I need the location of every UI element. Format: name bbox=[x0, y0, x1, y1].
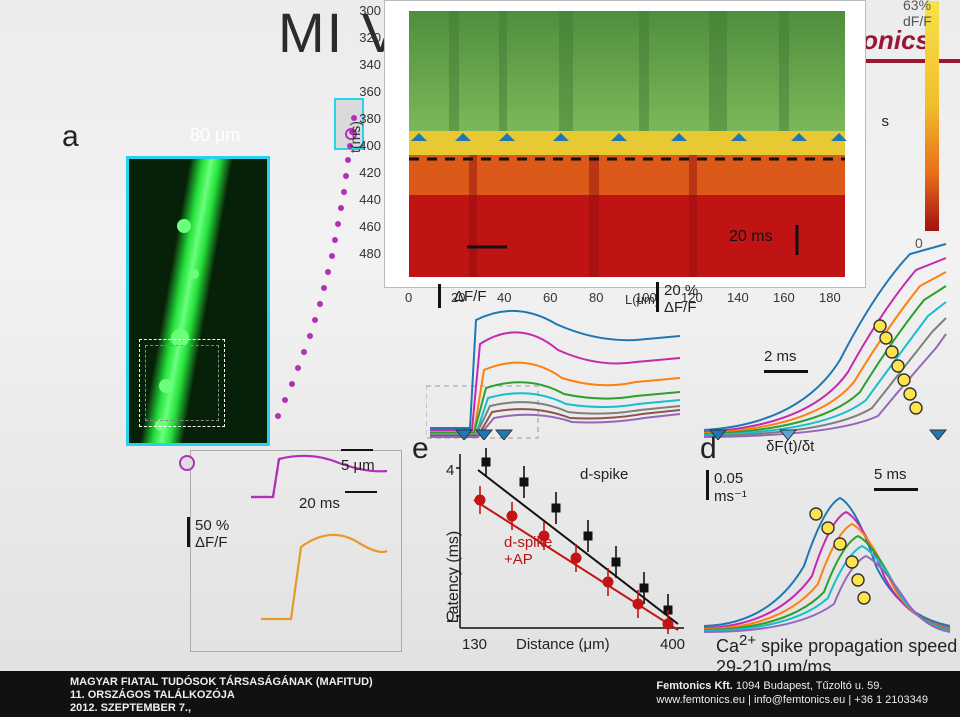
panel-e-label: e bbox=[412, 432, 429, 466]
footer-url: www.femtonics.eu bbox=[656, 694, 745, 706]
heat-ytick: 420 bbox=[355, 165, 381, 180]
panel-d-xbar: 5 ms bbox=[874, 466, 907, 483]
panel-e: e Latency (ms) 4 0 130 400 Distance (μm)… bbox=[412, 438, 692, 658]
dff50-label: 50 % ΔF/F bbox=[195, 517, 229, 551]
dff20-label: 20 % ΔF/F bbox=[664, 282, 698, 316]
s-label: s bbox=[882, 113, 890, 130]
heat-ytick: 340 bbox=[355, 57, 381, 72]
panel-left-traces: 5 μm 20 ms 50 % ΔF/F bbox=[190, 450, 402, 652]
heat-ytick: 320 bbox=[355, 30, 381, 45]
panel-e-ytick-hi: 4 bbox=[446, 462, 454, 479]
dff-axis-label: ΔF/F bbox=[454, 288, 487, 305]
panel-d-title: δF(t)/δt bbox=[766, 438, 814, 455]
caption-sup: 2+ bbox=[739, 632, 756, 649]
footer-left-2: 11. ORSZÁGOS TALÁLKOZÓJA bbox=[70, 689, 373, 702]
scale-20ms: 20 ms bbox=[299, 495, 340, 512]
time-2ms-label: 2 ms bbox=[764, 348, 797, 365]
heat-ytick: 400 bbox=[355, 138, 381, 153]
heat-ytick: 300 bbox=[355, 3, 381, 18]
footer-email: info@femtonics.eu bbox=[754, 694, 845, 706]
heat-ytick: 440 bbox=[355, 192, 381, 207]
traces-panel-1: ΔF/F bbox=[426, 280, 686, 440]
scale-5um: 5 μm bbox=[341, 457, 375, 474]
slide: MI VI Femtonics a 80 μm dF/F t(ms) 300 bbox=[0, 0, 960, 717]
panel-e-xlo: 130 bbox=[462, 636, 487, 653]
heat-ytick: 360 bbox=[355, 84, 381, 99]
panel-d-ybar: 0.05 ms⁻¹ bbox=[714, 470, 747, 505]
heat-ytick: 380 bbox=[355, 111, 381, 126]
panel-e-ytick-lo: 0 bbox=[446, 608, 454, 625]
footer: MAGYAR FIATAL TUDÓSOK TÁRSASÁGÁNAK (MAFI… bbox=[0, 671, 960, 717]
heat-ytick: 460 bbox=[355, 219, 381, 234]
footer-left-3: 2012. SZEPTEMBER 7., bbox=[70, 702, 373, 715]
panel-a-scale: 80 μm bbox=[190, 125, 240, 146]
footer-company: Femtonics Kft. bbox=[656, 680, 732, 692]
footer-right: Femtonics Kft. 1094 Budapest, Tűzoltó u.… bbox=[656, 679, 928, 707]
footer-left: MAGYAR FIATAL TUDÓSOK TÁRSASÁGÁNAK (MAFI… bbox=[70, 676, 373, 715]
dendrite-image bbox=[126, 156, 270, 446]
traces-panel-2: 20 % ΔF/F 2 ms bbox=[700, 240, 950, 440]
heatmap-svg: 20 ms bbox=[385, 11, 865, 277]
caption-ca: Ca bbox=[716, 636, 739, 656]
panel-d-label: d bbox=[700, 432, 717, 466]
cmap-top-label: 63% dF/F bbox=[903, 0, 932, 29]
panel-e-xlabel: Distance (μm) bbox=[516, 636, 610, 653]
footer-address: 1094 Budapest, Tűzoltó u. 59. bbox=[733, 680, 883, 692]
footer-left-1: MAGYAR FIATAL TUDÓSOK TÁRSASÁGÁNAK (MAFI… bbox=[70, 676, 373, 689]
legend-dspike-ap: d-spike +AP bbox=[504, 534, 552, 568]
roi-dashed-grey bbox=[145, 345, 219, 421]
heat-ytick: 480 bbox=[355, 246, 381, 261]
heat-xtick: 0 bbox=[405, 290, 412, 305]
panel-a-label: a bbox=[62, 120, 79, 154]
footer-phone: +36 1 2103349 bbox=[854, 694, 928, 706]
panel-d: d δF(t)/δt 0.05 ms⁻¹ 5 ms bbox=[700, 436, 960, 646]
panel-e-xhi: 400 bbox=[660, 636, 685, 653]
legend-dspike: d-spike bbox=[580, 466, 628, 483]
probe-dot-icon bbox=[179, 455, 195, 471]
